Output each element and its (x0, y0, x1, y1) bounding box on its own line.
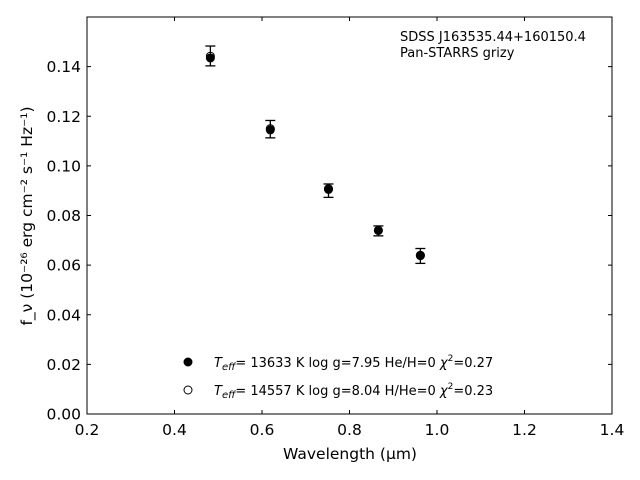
x-tick-label: 1.0 (425, 421, 450, 439)
annotation-survey: Pan-STARRS grizy (400, 46, 515, 61)
x-tick-label: 0.6 (250, 421, 275, 439)
legend-entry: Teff= 14557 K log g=8.04 H/He=0 χ2=0.23 (214, 382, 493, 401)
model-point-open (205, 51, 215, 61)
x-tick-label: 0.2 (75, 421, 100, 439)
x-axis-label: Wavelength (μm) (283, 445, 417, 463)
legend-marker-filled (183, 357, 193, 367)
y-tick-label: 0.12 (46, 108, 81, 126)
y-tick-label: 0.06 (46, 257, 81, 275)
plot-frame (86, 16, 613, 415)
y-tick-label: 0.00 (46, 406, 81, 424)
x-tick-label: 0.4 (162, 421, 187, 439)
y-tick-label: 0.10 (46, 157, 81, 175)
axis-ticks: 0.2 0.4 0.6 0.8 1.0 1.2 1.4 0.00 0.02 0.04 0.06 0.0… (46, 17, 624, 439)
y-tick-label: 0.08 (46, 207, 81, 225)
model-point-open (373, 225, 383, 235)
y-tick-label: 0.04 (46, 306, 81, 324)
legend-entry: Teff= 13633 K log g=7.95 He/H=0 χ2=0.27 (214, 354, 493, 373)
y-tick-label: 0.02 (46, 356, 81, 374)
annotation-object-name: SDSS J163535.44+160150.4 (400, 30, 586, 45)
legend-marker-open (183, 385, 193, 395)
legend: Teff= 13633 K log g=7.95 He/H=0 χ2=0.27 T… (183, 354, 493, 401)
model-point-open (324, 184, 333, 194)
model-point-filled (205, 53, 215, 63)
x-tick-label: 1.2 (512, 421, 537, 439)
data-points (205, 45, 426, 265)
x-tick-label: 0.8 (337, 421, 362, 439)
model-point-open (415, 250, 425, 260)
model-point-open (265, 124, 275, 134)
y-tick-label: 0.14 (46, 58, 81, 76)
x-tick-label: 1.4 (600, 421, 625, 439)
y-axis-label: f_ν (10⁻²⁶ erg cm⁻² s⁻¹ Hz⁻¹) (18, 106, 37, 325)
